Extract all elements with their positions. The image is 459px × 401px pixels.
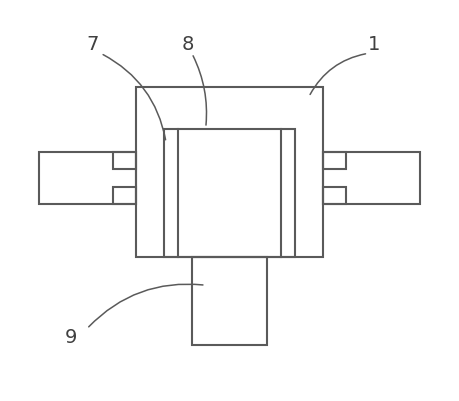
Bar [112,188,136,205]
Text: 1: 1 [368,35,381,54]
Text: 9: 9 [65,328,77,346]
Bar [323,153,347,170]
Text: 7: 7 [87,35,99,54]
Bar [136,88,323,258]
Bar [323,153,420,205]
Bar [192,258,267,345]
Bar [323,188,347,205]
Text: 8: 8 [182,35,194,54]
Bar [39,153,136,205]
Bar [112,153,136,170]
Bar [164,129,295,258]
